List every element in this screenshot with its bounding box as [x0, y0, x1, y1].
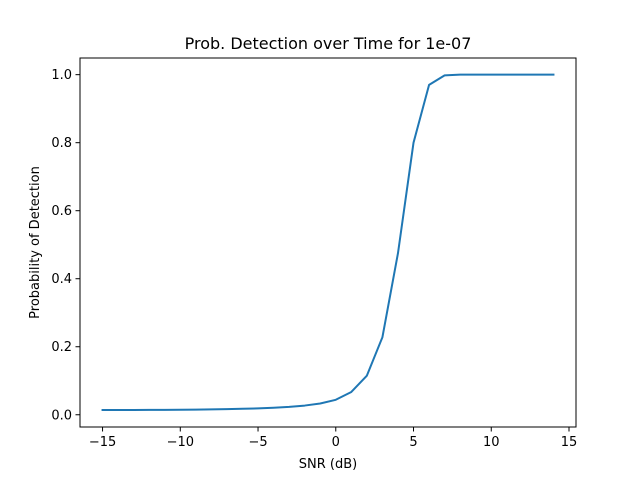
y-tick-label: 0.6: [51, 204, 72, 219]
y-tick-label: 0.8: [51, 136, 72, 151]
y-axis-ticks: 0.0 0.2 0.4 0.6 0.8 1.0: [51, 68, 80, 423]
y-tick-label: 0.4: [51, 272, 72, 287]
x-tick-label: 0: [332, 435, 340, 450]
series-line-0: [101, 73, 555, 411]
x-tick-label: 10: [483, 435, 500, 450]
y-tick-label: 0.0: [51, 408, 72, 423]
plot-frame: [79, 57, 577, 428]
y-tick-label: 0.2: [51, 340, 72, 355]
x-tick-label: −5: [248, 435, 267, 450]
x-tick-label: 5: [409, 435, 417, 450]
y-axis-label: Probability of Detection: [28, 166, 43, 319]
x-tick-label: 15: [561, 435, 578, 450]
plot-marks: [101, 73, 555, 411]
x-axis-label: SNR (dB): [299, 457, 357, 472]
x-tick-label: −10: [167, 435, 194, 450]
x-axis-ticks: −15 −10 −5 0 5 10 15: [89, 427, 577, 450]
chart-title: Prob. Detection over Time for 1e-07: [185, 34, 472, 53]
y-tick-label: 1.0: [51, 68, 72, 83]
x-tick-label: −15: [89, 435, 116, 450]
